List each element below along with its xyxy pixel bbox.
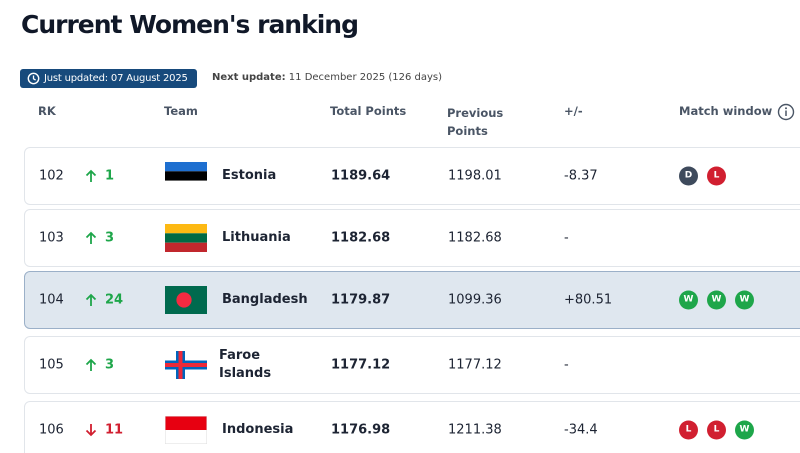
total-points: 1179.87	[331, 292, 391, 308]
next-label: Next update:	[212, 72, 286, 83]
previous-points: 1182.68	[448, 230, 502, 246]
match-result: W	[707, 290, 726, 310]
total-points: 1189.64	[331, 168, 391, 184]
match-result: L	[707, 166, 726, 186]
previous-points: 1198.01	[448, 168, 502, 184]
points-diff: -	[564, 357, 569, 373]
column-header: +/-	[564, 104, 583, 118]
points-diff: +80.51	[564, 292, 613, 308]
rank-change: 3	[105, 230, 115, 246]
points-diff: -	[564, 230, 569, 246]
previous-points: 1177.12	[448, 357, 502, 373]
column-header: RK	[38, 104, 56, 118]
column-header: Previous Points	[447, 106, 504, 138]
change-arrow	[85, 358, 97, 371]
rank: 106	[39, 422, 64, 438]
rank-change: 1	[105, 168, 115, 184]
team-flag	[165, 416, 207, 444]
match-result: W	[735, 290, 754, 310]
team-flag	[165, 224, 207, 252]
column-header: Match window	[679, 104, 773, 118]
team-name: Bangladesh	[222, 292, 308, 307]
rank-change: 11	[105, 422, 124, 438]
column-header: Total Points	[330, 104, 407, 118]
update-badge: Just updated: 07 August 2025	[20, 69, 197, 88]
change-arrow	[85, 169, 97, 182]
updated-text: Just updated: 07 August 2025	[44, 73, 188, 84]
team-name: Lithuania	[222, 230, 291, 245]
match-result: L	[707, 420, 726, 440]
team-flag	[165, 162, 207, 190]
clock-icon	[27, 72, 40, 85]
next-update: Next update: 11 December 2025 (126 days)	[212, 72, 442, 83]
change-arrow	[85, 231, 97, 244]
match-result: W	[735, 420, 754, 440]
match-result: D	[679, 166, 698, 186]
ranking-row: 103 3 Lithuania 1182.68 1182.68 -	[24, 209, 800, 267]
team-name: Indonesia	[222, 422, 294, 437]
points-diff: -34.4	[564, 422, 598, 438]
points-diff: -8.37	[564, 168, 598, 184]
rank-change: 3	[105, 357, 115, 373]
team-name: Faroe Islands	[219, 348, 272, 381]
match-result: W	[679, 290, 698, 310]
rank-change: 24	[105, 292, 124, 308]
rank: 104	[39, 292, 64, 308]
total-points: 1176.98	[331, 422, 391, 438]
ranking-row: 102 1 Estonia 1189.64 1198.01 -8.37 D L	[24, 147, 800, 205]
previous-points: 1099.36	[448, 292, 502, 308]
rank: 102	[39, 168, 64, 184]
next-value: 11 December 2025 (126 days)	[288, 72, 443, 83]
match-result: L	[679, 420, 698, 440]
page-title: Current Women's ranking	[21, 10, 359, 39]
rank: 105	[39, 357, 64, 373]
change-arrow	[85, 424, 97, 437]
total-points: 1182.68	[331, 230, 391, 246]
team-flag	[165, 351, 207, 379]
ranking-row: 104 24 Bangladesh 1179.87 1099.36 +80.51 W W W	[24, 271, 800, 329]
ranking-row: 105 3 Faroe Islands 1177.12 1177.12 -	[24, 336, 800, 394]
change-arrow	[85, 293, 97, 306]
info-icon[interactable]	[777, 103, 795, 121]
team-name: Estonia	[222, 168, 277, 183]
rank: 103	[39, 230, 64, 246]
previous-points: 1211.38	[448, 422, 502, 438]
column-header: Team	[164, 104, 198, 118]
total-points: 1177.12	[331, 357, 391, 373]
ranking-row: 106 11 Indonesia 1176.98 1211.38 -34.4 L L W	[24, 401, 800, 453]
team-flag	[165, 286, 207, 314]
